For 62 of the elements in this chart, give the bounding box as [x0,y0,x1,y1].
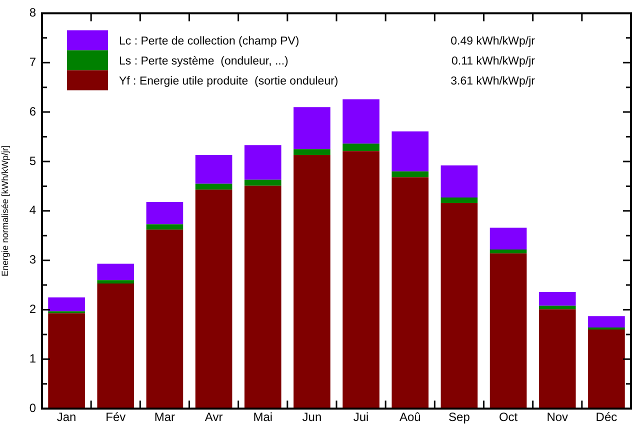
y-tick-label: 1 [29,351,36,366]
bar [195,184,232,190]
bar [342,151,380,409]
y-tick-label: 6 [29,104,36,118]
x-tick-label: Nov [546,410,568,424]
bar [392,177,429,409]
bar [48,297,85,312]
x-tick-label: Mar [154,410,176,424]
bar [392,131,429,172]
bar [588,330,625,409]
annotation: 3.61 kWh/kWp/jr [450,75,536,88]
bar [146,224,184,230]
bar [588,316,625,328]
x-tick-label: Oct [498,410,518,424]
y-tick-label: 2 [29,302,36,316]
bar [392,171,429,178]
bar [342,144,380,152]
bar [244,186,282,409]
legend-label: Lc : Perte de collection (champ PV) [119,35,300,48]
bar [97,284,134,409]
y-tick-label: 4 [29,203,36,218]
bar [97,264,134,280]
annotation: 0.49 kWh/kWp/jr [450,35,536,48]
bar [440,202,478,409]
bar [97,280,134,284]
x-tick-label: Jun [302,410,322,424]
bar [294,155,330,409]
y-axis-title: Energie normalisée [kWh/kWp/jr] [0,145,10,276]
x-tick-label: Sep [448,410,470,424]
bar [294,107,330,150]
x-tick-label: Avr [204,410,223,424]
bar [146,202,184,224]
bar [146,230,184,409]
x-tick-label: Déc [596,410,618,424]
bar [244,180,282,186]
bar [244,145,282,180]
y-tick-label: 7 [29,54,36,69]
bar [342,99,380,144]
bar [538,306,576,310]
bar [294,149,330,156]
bar [538,309,576,409]
bar [440,198,478,203]
bar [490,253,527,409]
y-tick-label: 0 [29,400,36,415]
annotation: 0.11 kWh/kWp/jr [452,55,536,68]
x-tick-label: Aoû [399,410,421,424]
bar [490,249,527,254]
bar [538,292,576,306]
x-tick-label: Jui [353,410,369,424]
legend-label: Ls : Perte système (onduleur, ...) [119,55,289,68]
x-tick-label: Fév [106,410,126,424]
bar [490,228,527,250]
bar [440,165,478,198]
y-tick-label: 8 [29,6,36,20]
bar [195,155,232,184]
y-tick-label: 3 [29,252,36,267]
x-tick-label: Mai [253,410,273,424]
bar [48,313,85,409]
bar [195,190,232,409]
legend-label: Yf : Energie utile produite (sortie onduleur) [119,75,338,88]
y-tick-label: 5 [29,154,36,168]
x-tick-label: Jan [56,410,76,424]
